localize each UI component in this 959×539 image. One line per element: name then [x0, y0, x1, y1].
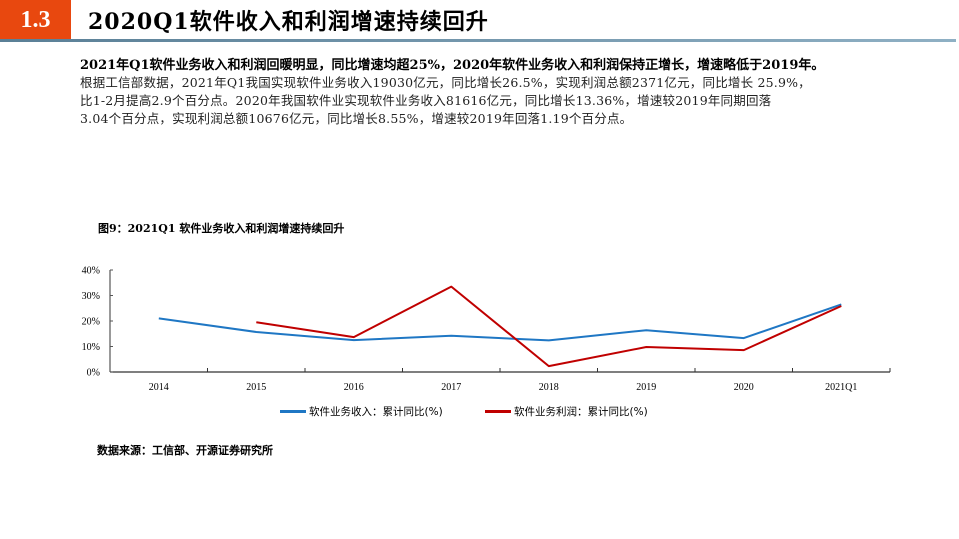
summary-body: 根据工信部数据，2021年Q1我国实现软件业务收入19030亿元，同比增长26.… — [80, 74, 950, 128]
section-header: 1.3 2020Q1软件收入和利润增速持续回升 — [0, 0, 959, 42]
legend-item-revenue: 软件业务收入：累计同比(%) — [280, 404, 443, 419]
legend-swatch-profit — [485, 410, 511, 413]
legend-item-profit: 软件业务利润：累计同比(%) — [485, 404, 648, 419]
body-line: 比1-2月提高2.9个百分点。2020年我国软件业实现软件业务收入81616亿元… — [80, 93, 772, 108]
legend-label-profit: 软件业务利润：累计同比(%) — [514, 406, 648, 418]
profit-growth-line — [256, 285, 842, 368]
body-line: 3.04个百分点，实现利润总额10676亿元，同比增长8.55%，增速较2019… — [80, 111, 633, 126]
section-number-badge: 1.3 — [0, 0, 71, 40]
legend-label-revenue: 软件业务收入：累计同比(%) — [309, 406, 443, 418]
line-chart: 0% 10% 20% 30% 40% 2014 2015 2016 2017 2018 2019 20… — [60, 255, 920, 425]
x-tick-label: 2014 — [149, 382, 169, 393]
x-tick-label: 2015 — [246, 382, 266, 393]
y-tick-label: 40% — [82, 266, 100, 277]
body-line: 根据工信部数据，2021年Q1我国实现软件业务收入19030亿元，同比增长26.… — [80, 75, 811, 90]
figure-title: 图9：2021Q1 软件业务收入和利润增速持续回升 — [98, 222, 345, 235]
x-tick-label: 2021Q1 — [825, 382, 857, 393]
y-tick-label: 20% — [82, 317, 100, 328]
y-tick-label: 0% — [87, 368, 100, 379]
y-tick-label: 30% — [82, 291, 100, 302]
data-source: 数据来源：工信部、开源证券研究所 — [97, 444, 273, 457]
revenue-growth-line — [158, 303, 842, 342]
chart-legend: 软件业务收入：累计同比(%) 软件业务利润：累计同比(%) — [280, 404, 720, 420]
y-tick-label: 10% — [82, 342, 100, 353]
x-tick-label: 2016 — [344, 382, 364, 393]
page-title: 2020Q1软件收入和利润增速持续回升 — [88, 9, 489, 35]
chart-canvas: 0% 10% 20% 30% 40% 2014 2015 2016 2017 2018 2019 20… — [82, 266, 891, 393]
x-tick-label: 2020 — [734, 382, 754, 393]
header-divider — [0, 39, 956, 42]
legend-swatch-revenue — [280, 410, 306, 413]
x-tick-label: 2018 — [539, 382, 559, 393]
summary-headline: 2021年Q1软件业务收入和利润回暖明显，同比增速均超25%，2020年软件业务… — [80, 58, 825, 73]
x-tick-label: 2017 — [441, 382, 461, 393]
x-tick-label: 2019 — [636, 382, 656, 393]
